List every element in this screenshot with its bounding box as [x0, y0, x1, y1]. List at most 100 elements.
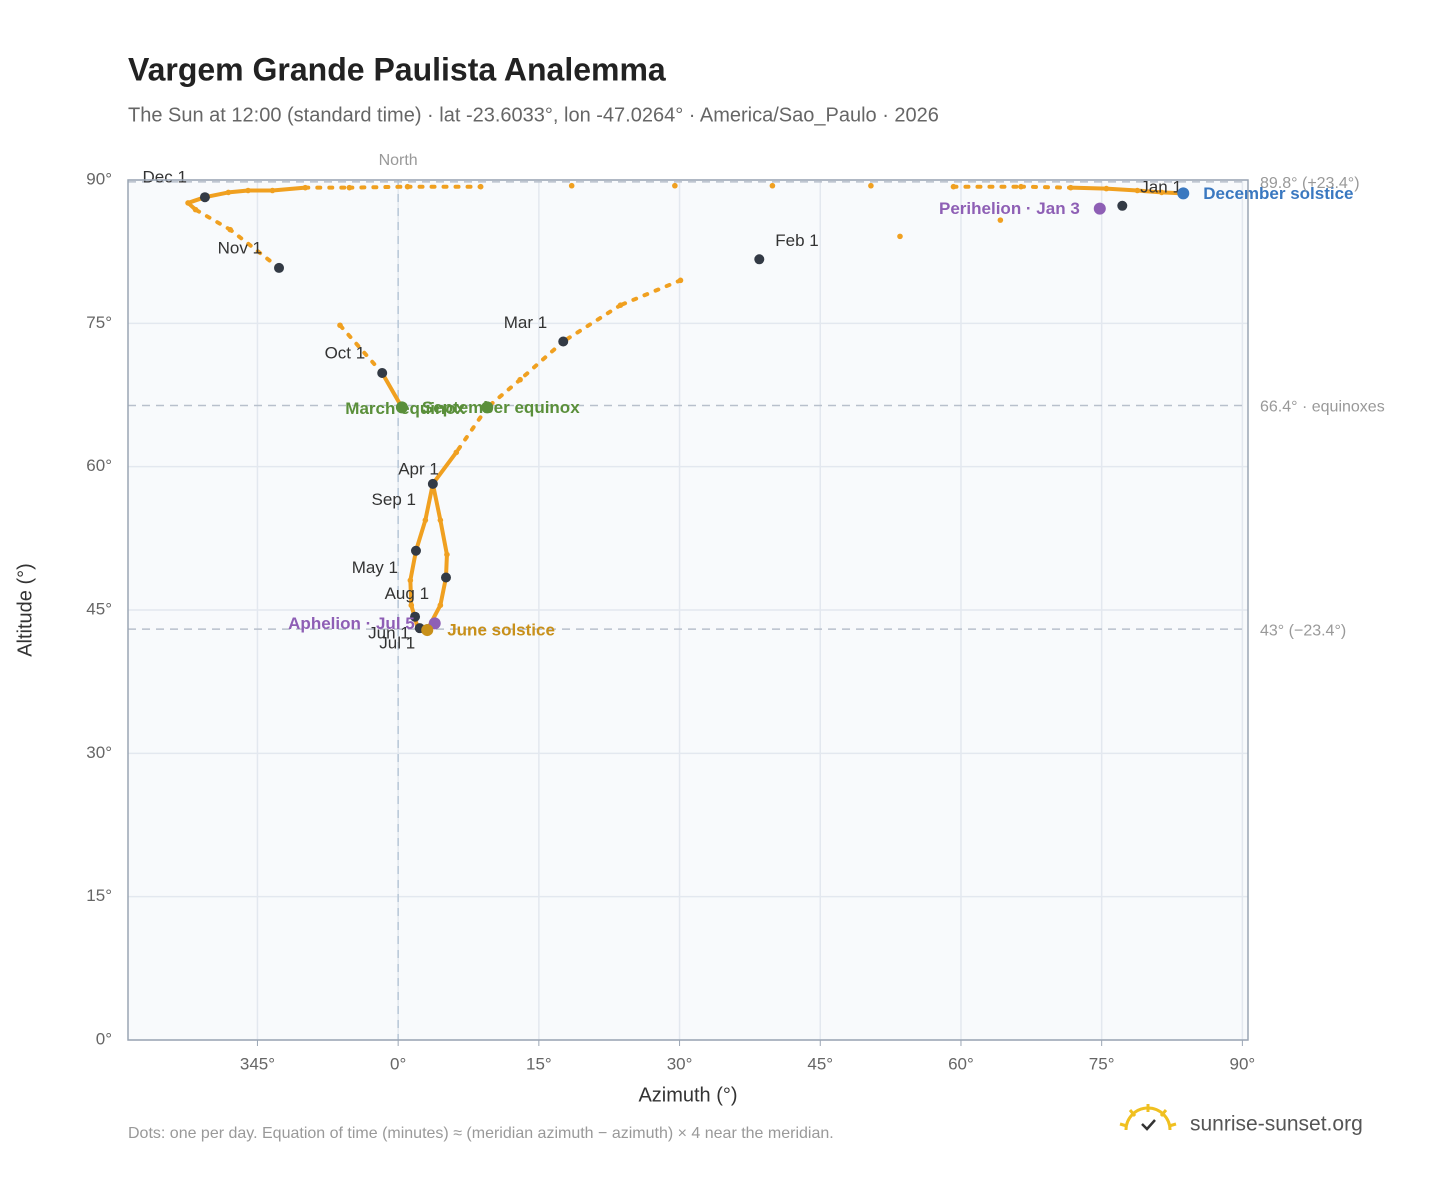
day-dot	[404, 183, 411, 190]
path-segment	[226, 188, 251, 195]
month-label: Dec 1	[142, 168, 186, 187]
month-label: Mar 1	[504, 313, 547, 332]
day-dot	[453, 449, 460, 456]
day-dot	[769, 182, 776, 189]
month-marker	[558, 336, 569, 347]
day-dot	[677, 277, 684, 284]
day-dot	[407, 577, 414, 584]
day-dot	[477, 183, 484, 190]
month-marker	[199, 192, 210, 203]
path-segment	[423, 481, 435, 523]
footnote: Dots: one per day. Equation of time (min…	[128, 1125, 834, 1142]
event-label: Aphelion · Jul 5	[288, 614, 415, 633]
day-dot	[1018, 183, 1024, 190]
brand-logo	[1119, 1104, 1177, 1131]
day-dot	[517, 376, 523, 383]
path-segment	[228, 227, 282, 270]
day-dot	[337, 322, 343, 329]
day-dot	[408, 602, 415, 609]
y-tick-label: 60°	[86, 456, 112, 475]
path-segment	[1068, 185, 1109, 191]
path-segment	[408, 578, 414, 608]
chart-subtitle: The Sun at 12:00 (standard time) · lat -…	[128, 104, 939, 126]
day-dot	[617, 302, 624, 308]
month-label: Sep 1	[372, 490, 416, 509]
day-dot	[672, 182, 678, 189]
day-dot	[185, 200, 191, 206]
month-label: Jan 1	[1140, 177, 1182, 196]
x-axis-title: Azimuth (°)	[638, 1084, 737, 1106]
y-axis-title: Altitude (°)	[14, 563, 36, 657]
day-dot	[227, 226, 234, 233]
day-dot	[997, 217, 1004, 223]
path-segment	[1104, 186, 1140, 193]
reference-label: 43° (−23.4°)	[1260, 622, 1346, 639]
path-segment	[380, 371, 404, 410]
path-segment	[408, 548, 418, 583]
path-segment	[430, 481, 443, 523]
day-dot	[897, 233, 903, 240]
month-marker	[427, 478, 438, 489]
month-label: May 1	[352, 558, 398, 577]
path-segment	[1018, 184, 1073, 190]
month-label: Jul 1	[379, 634, 415, 653]
y-tick-label: 45°	[86, 599, 112, 618]
event-marker	[421, 624, 434, 637]
month-label: Aug 1	[385, 584, 429, 603]
path-segment	[413, 518, 428, 553]
event-label: June solstice	[447, 621, 555, 640]
month-marker	[274, 262, 285, 273]
x-tick-label: 90°	[1230, 1054, 1256, 1073]
path-segment	[618, 278, 683, 308]
path-segment	[337, 323, 385, 376]
y-tick-label: 90°	[86, 169, 112, 188]
month-label: Nov 1	[218, 238, 262, 257]
path-segment	[1135, 188, 1164, 195]
path-segment	[561, 303, 623, 344]
day-dot	[346, 184, 353, 191]
reference-label: 89.8° (+23.4°)	[1260, 175, 1360, 192]
month-marker	[1117, 200, 1128, 211]
brand: sunrise-sunset.org	[1190, 1113, 1363, 1136]
x-tick-label: 75°	[1089, 1054, 1115, 1073]
path-segment	[485, 377, 523, 410]
day-dot	[868, 182, 874, 189]
x-tick-label: 0°	[390, 1054, 406, 1073]
path-segment	[270, 185, 308, 193]
day-dot	[437, 602, 444, 609]
month-label: Apr 1	[398, 459, 439, 478]
day-dot	[1067, 184, 1074, 191]
chart-title: Vargem Grande Paulista Analemma	[128, 51, 666, 87]
day-dot	[1103, 185, 1110, 192]
day-dot	[437, 517, 444, 523]
month-label: Feb 1	[775, 231, 818, 250]
day-dot	[302, 184, 309, 191]
path-segment	[430, 450, 459, 486]
path-segment	[518, 339, 566, 382]
event-label: September equinox	[422, 398, 580, 417]
x-tick-label: 15°	[526, 1054, 552, 1073]
plot-border	[127, 179, 1249, 1041]
day-dot	[1158, 189, 1165, 196]
day-dot	[1134, 187, 1141, 194]
path-segment	[454, 405, 490, 455]
day-dot	[192, 206, 199, 213]
day-dot	[444, 551, 450, 558]
y-tick-label: 30°	[86, 743, 112, 762]
event-marker	[1177, 187, 1190, 200]
event-marker	[481, 401, 494, 414]
month-marker	[410, 611, 421, 622]
x-tick-label: 30°	[667, 1054, 693, 1073]
event-marker	[1093, 202, 1106, 215]
reference-label: 66.4° · equinoxes	[1260, 399, 1385, 416]
y-tick-label: 75°	[86, 313, 112, 332]
reference-label: North	[379, 152, 418, 169]
day-dot	[269, 187, 276, 194]
event-label: Perihelion · Jan 3	[939, 199, 1080, 218]
event-label: December solstice	[1203, 184, 1353, 203]
y-tick-label: 15°	[86, 886, 112, 905]
day-dot	[950, 183, 957, 190]
day-dot	[422, 517, 429, 523]
